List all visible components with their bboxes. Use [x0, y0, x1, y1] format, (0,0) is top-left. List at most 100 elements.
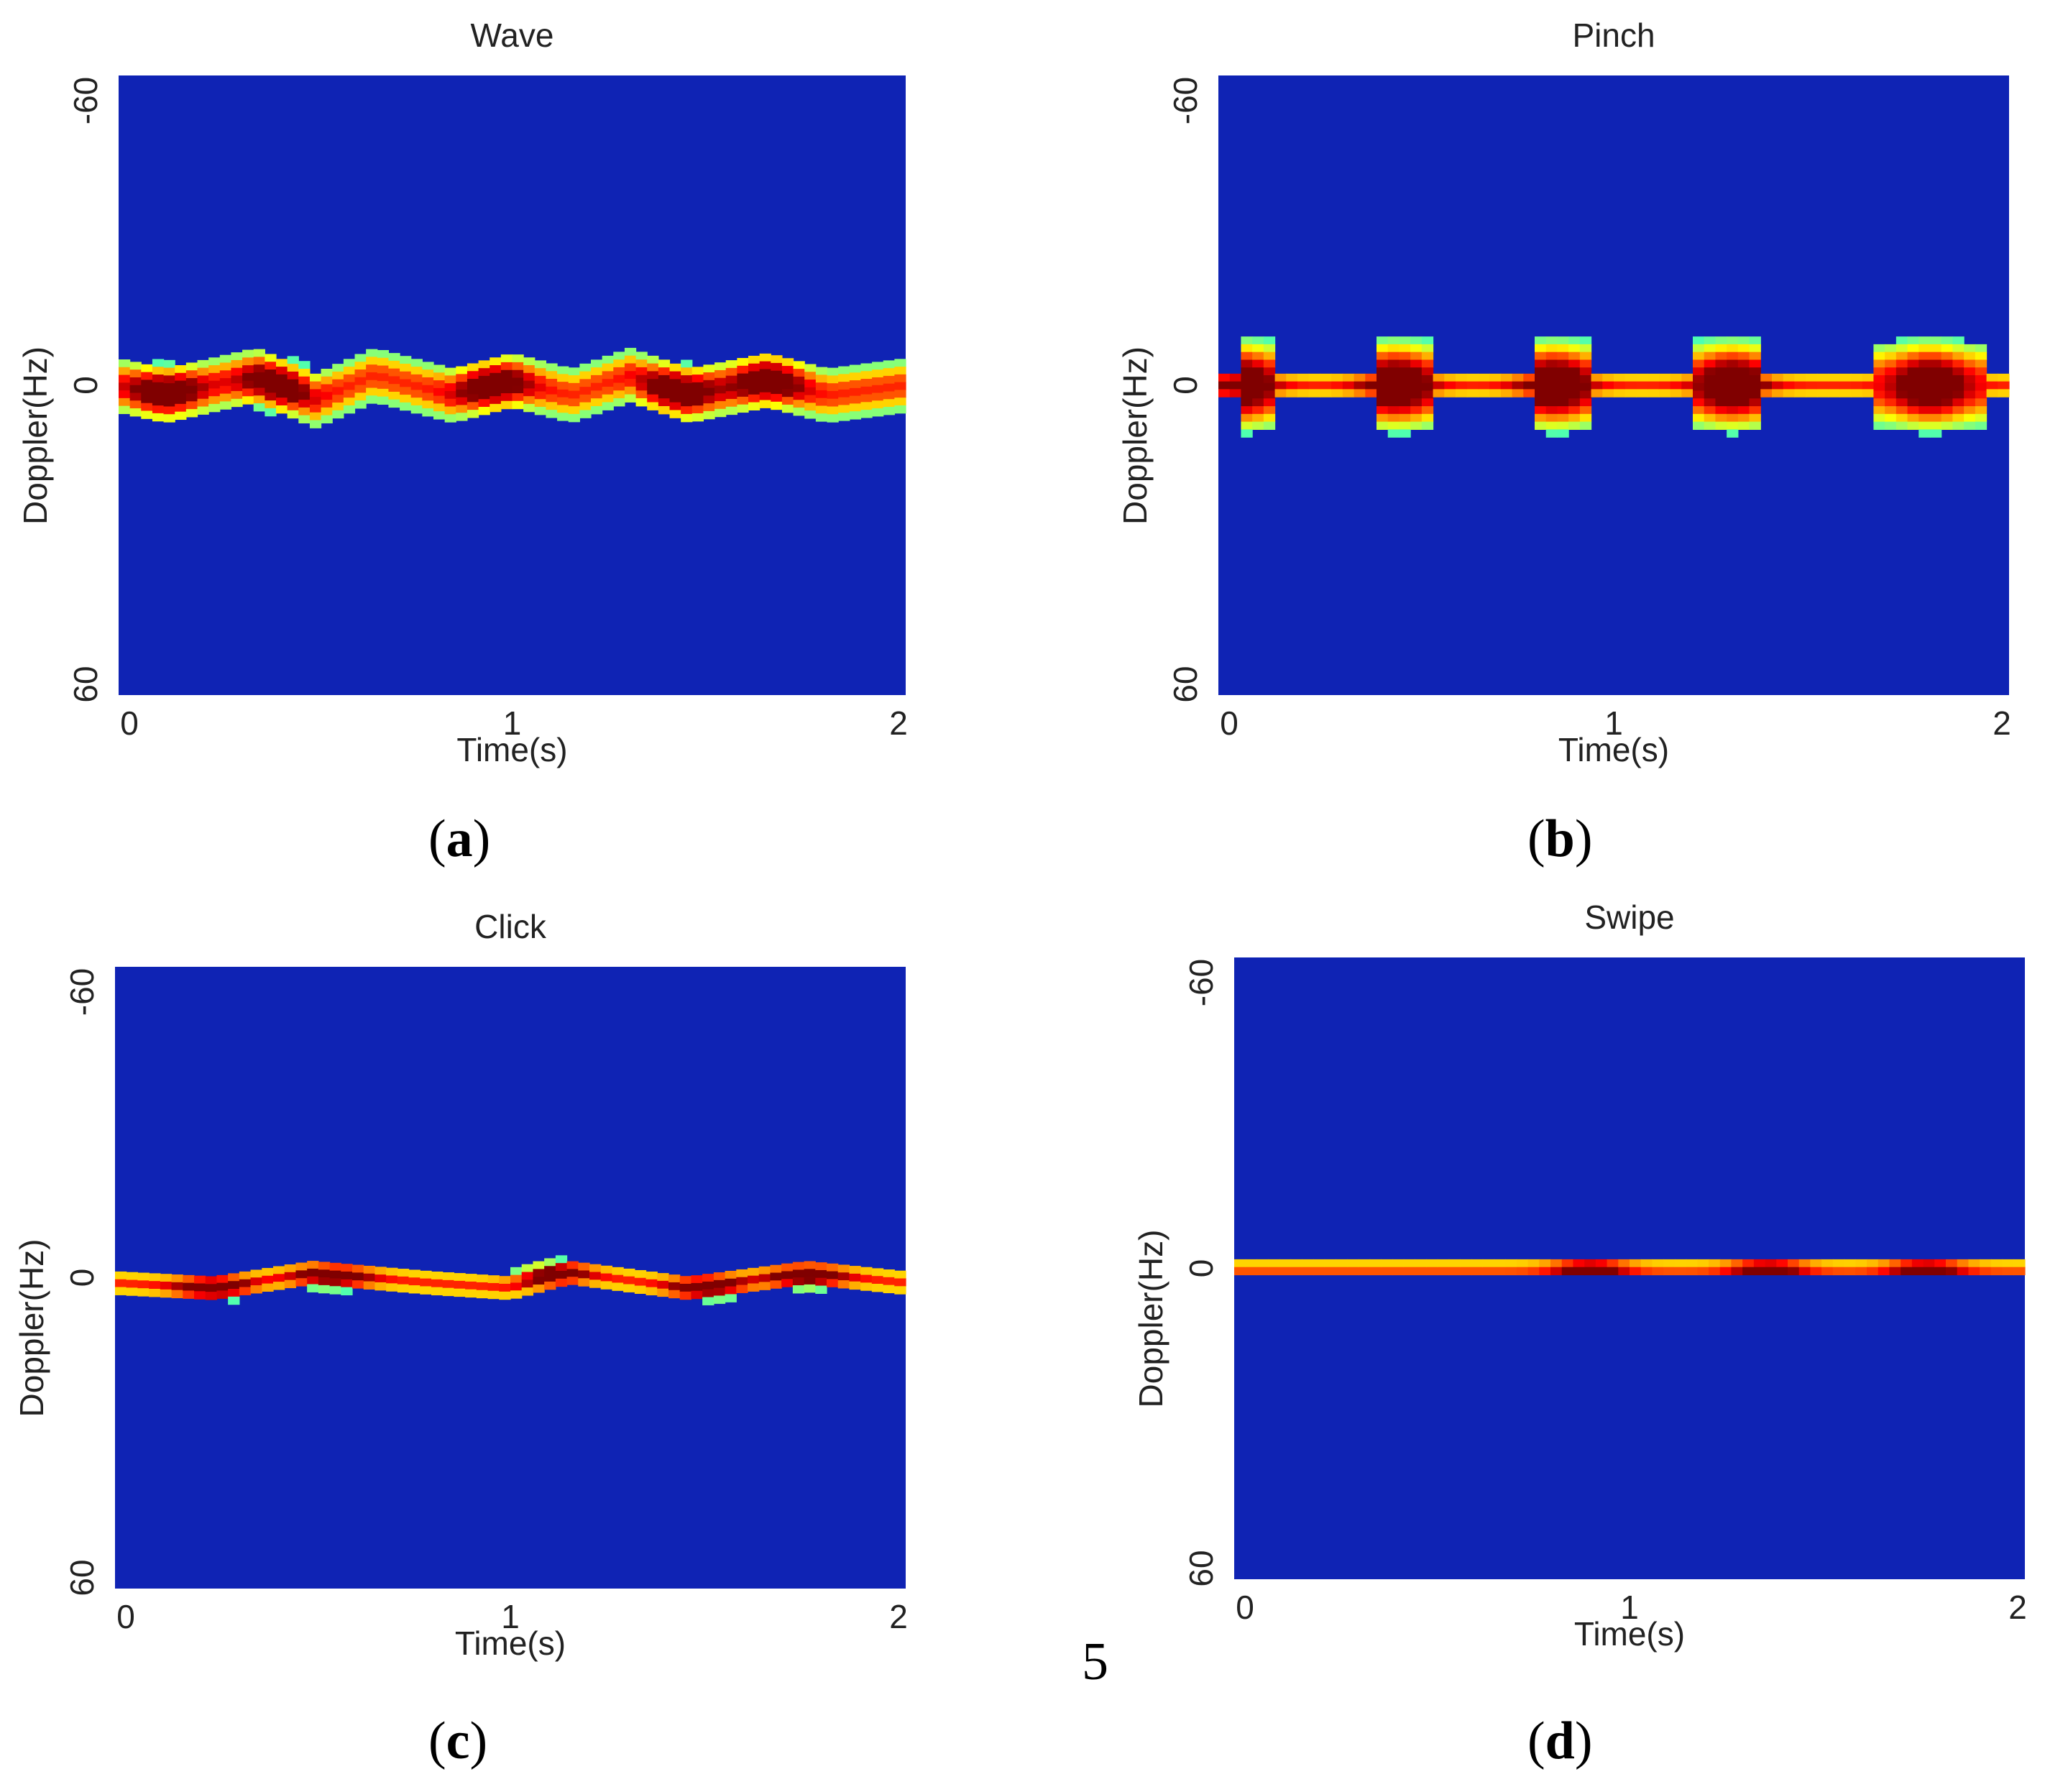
heatmap-cell — [1918, 421, 1931, 431]
heatmap-cell — [265, 408, 277, 417]
heatmap-cell — [422, 392, 434, 401]
heatmap-cell — [1715, 367, 1727, 376]
heatmap-cell — [703, 364, 715, 373]
heatmap-cell — [1832, 1267, 1845, 1276]
heatmap-cell — [175, 388, 187, 397]
heatmap-cell — [1895, 351, 1908, 361]
heatmap-cell — [725, 383, 737, 392]
heatmap-cell — [1873, 344, 1885, 353]
heatmap-cell — [1648, 381, 1660, 390]
heatmap-cell — [1952, 413, 1964, 423]
heatmap-cell — [523, 357, 536, 366]
heatmap-cell — [185, 370, 198, 379]
heatmap-cell — [521, 1264, 534, 1273]
heatmap-cell — [634, 1285, 647, 1294]
heatmap-cell — [476, 1274, 489, 1283]
heatmap-cell — [1302, 1267, 1314, 1276]
heatmap-cell — [737, 404, 749, 413]
heatmap-cell — [1421, 344, 1434, 353]
heatmap-cell — [771, 394, 783, 403]
heatmap-cell — [115, 1271, 127, 1280]
heatmap-cell — [1579, 406, 1592, 415]
heatmap-cell — [1832, 1259, 1845, 1268]
heatmap-cell — [410, 398, 423, 406]
heatmap-cell — [1889, 1267, 1901, 1276]
heatmap-cell — [1901, 1267, 1913, 1276]
heatmap-cell — [546, 386, 558, 395]
heatmap-cell — [1844, 1267, 1856, 1276]
heatmap-cell — [804, 387, 817, 396]
heatmap-cell — [1873, 382, 1885, 392]
heatmap-cell — [1895, 344, 1908, 353]
heatmap-cell — [1410, 344, 1423, 353]
heatmap-cell — [793, 376, 805, 385]
heatmap-cell — [1760, 389, 1773, 398]
heatmap-cell — [152, 390, 165, 398]
heatmap-cell — [1964, 375, 1976, 384]
heatmap-cell — [1399, 382, 1411, 392]
heatmap-cell — [679, 1283, 692, 1292]
heatmap-cell — [872, 362, 884, 370]
heatmap-cell — [422, 385, 434, 394]
heatmap-cell — [1308, 389, 1321, 398]
heatmap-cell — [400, 395, 412, 403]
heatmap-cell — [815, 382, 828, 391]
heatmap-cell — [1895, 375, 1908, 384]
heatmap-cell — [748, 394, 760, 403]
heatmap-cell — [332, 387, 344, 395]
heatmap-cell — [781, 358, 794, 367]
heatmap-cell — [1704, 367, 1717, 376]
heatmap-cell — [1895, 359, 1908, 368]
heatmap-cell — [1715, 390, 1727, 399]
heatmap-cell — [253, 403, 265, 412]
heatmap-cell — [1245, 1267, 1258, 1276]
heatmap-cell — [781, 381, 794, 390]
heatmap-cell — [1941, 375, 1954, 384]
heatmap-cell — [1268, 1259, 1280, 1268]
heatmap-cell — [827, 1271, 839, 1280]
heatmap-cell — [500, 362, 513, 371]
heatmap-cell — [1719, 1259, 1732, 1268]
heatmap-cell — [1930, 382, 1942, 392]
heatmap-cell — [115, 1279, 127, 1288]
heatmap-cell — [1584, 1259, 1596, 1268]
heatmap-cell — [490, 403, 502, 413]
heatmap-cell — [1607, 1267, 1619, 1276]
heatmap-cell — [1263, 406, 1276, 415]
heatmap-cell — [307, 1261, 319, 1269]
heatmap-cell — [770, 1272, 782, 1281]
heatmap-cell — [1828, 389, 1840, 398]
heatmap-cell — [1727, 429, 1739, 438]
heatmap-cell — [1466, 373, 1479, 382]
heatmap-cell — [534, 375, 547, 385]
heatmap-cell — [1399, 413, 1411, 423]
heatmap-cell — [298, 407, 311, 416]
heatmap-cell — [647, 371, 659, 380]
heatmap-cell — [205, 1276, 218, 1285]
heatmap-cell — [1907, 375, 1919, 384]
heatmap-cell — [1369, 1259, 1382, 1268]
heatmap-cell — [568, 367, 580, 376]
heatmap-cell — [1998, 381, 2010, 390]
heatmap-cell — [1737, 413, 1750, 423]
heatmap-cell — [1433, 389, 1445, 398]
heatmap-cell — [1381, 1267, 1393, 1276]
heatmap-cell — [1862, 389, 1875, 398]
heatmap-cell — [1674, 1259, 1687, 1268]
heatmap-cell — [242, 388, 254, 397]
heatmap-cell — [273, 1274, 285, 1282]
heatmap-cell — [555, 1255, 568, 1264]
heatmap-cell — [1851, 381, 1863, 390]
heatmap-cell — [1895, 406, 1908, 415]
heatmap-cell — [534, 368, 547, 377]
heatmap-cell — [1573, 1259, 1585, 1268]
heatmap-cell — [343, 382, 356, 391]
heatmap-cell — [804, 1269, 816, 1277]
heatmap-cell — [467, 363, 479, 372]
heatmap-cell — [321, 400, 333, 408]
heatmap-cell — [1783, 373, 1796, 382]
heatmap-cell — [1895, 382, 1908, 392]
heatmap-cell — [1545, 406, 1558, 415]
heatmap-cell — [658, 398, 671, 407]
heatmap-cell — [1545, 390, 1558, 399]
